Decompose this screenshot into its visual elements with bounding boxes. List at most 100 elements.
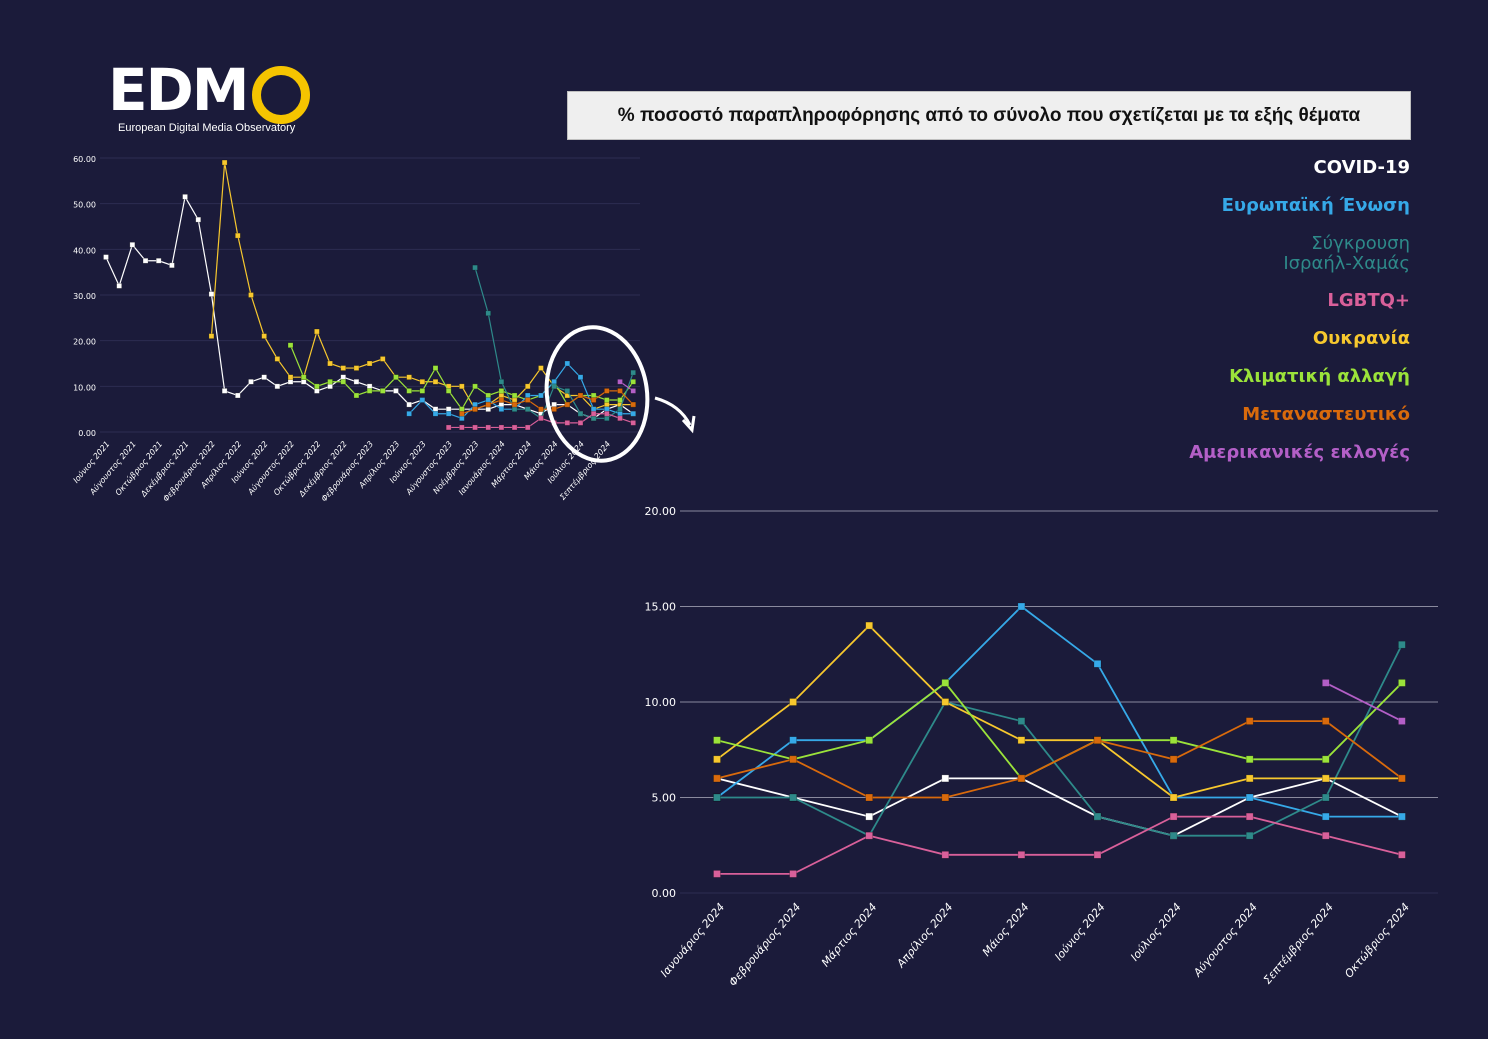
data-point [419,378,426,385]
data-point [511,401,518,408]
x-tick-label: Αύγουστος 2023 [404,440,454,498]
data-point [1322,793,1330,802]
legend-item: Μεταναστευτικό [1242,404,1410,425]
data-point [1169,793,1178,802]
x-tick-label: Νοέμβριος 2023 [431,439,481,496]
data-point [498,378,505,385]
data-point [366,383,373,390]
data-point [538,415,544,422]
data-point [459,410,465,417]
data-point [353,365,360,371]
data-point [221,388,228,394]
data-point [590,392,597,399]
data-point [142,257,149,264]
data-point [208,333,215,339]
data-point [314,388,320,394]
data-point [340,374,347,380]
series-line [716,624,1402,799]
data-point [551,420,557,426]
data-point [630,378,637,385]
detail-chart: 0.00 5.00 10.00 15.00 20.00 Ιανουάριος 2024 Φε… [645,505,1438,989]
y-tick-label: 40.00 [73,246,96,255]
data-point [485,397,492,403]
data-point [419,388,426,394]
data-point [941,774,950,783]
data-point [789,755,797,764]
data-point [524,406,531,412]
data-point [261,333,267,339]
data-point [103,254,109,260]
data-point [1017,717,1026,725]
data-point [248,292,254,298]
data-point [1398,679,1406,687]
data-point [524,392,531,399]
series-1 [713,602,1406,821]
data-point [1017,850,1026,859]
data-point [195,216,202,223]
data-point [445,410,452,417]
x-tick-label: Ιούνιος 2024 [1052,901,1108,964]
data-point [551,383,557,390]
chart-title: % ποσοστό παραπληροφόρησης από το σύνολο… [617,104,1361,126]
y-tick-label: 50.00 [73,201,96,210]
data-point [1245,793,1254,802]
y-tick-label: 20.00 [73,338,96,347]
data-point [472,383,478,390]
data-point [1322,831,1330,840]
data-point [538,406,544,412]
x-tick-label: Οκτώβριος 2022 [271,439,322,497]
data-point [617,410,623,417]
data-point [432,365,439,371]
data-point [235,232,241,239]
data-point [445,388,452,394]
series-line [210,162,634,410]
series-line [716,605,1402,818]
data-point [590,397,597,403]
data-point [941,850,950,859]
data-point [511,397,518,403]
series-1 [208,159,637,412]
y-tick-label: 30.00 [73,292,96,301]
legend: COVID-19 Ευρωπαϊκή Ένωση Σύγκρουση Ισραήλ-Χ… [1150,158,1410,481]
y-tick-label: 20.00 [645,505,677,518]
data-point [353,392,360,399]
data-point [865,831,874,840]
data-point [590,406,597,412]
x-tick-label: Αύγουστος 2022 [246,440,296,498]
x-tick-label: Οκτώβριος 2021 [113,439,164,497]
data-point [274,356,281,362]
data-point [419,397,426,403]
data-point [406,374,412,380]
data-point [485,310,492,317]
series-3 [713,812,1406,878]
x-tick-label: Σεπτέμβριος 2024 [1261,901,1336,987]
series-7 [1322,679,1406,725]
data-point [327,360,333,367]
x-tick-label: Αύγουστος 2024 [1190,901,1260,980]
data-point [498,401,505,408]
data-point [564,388,571,394]
x-tick-label: Ιούλιος 2024 [1128,901,1184,964]
data-point [340,378,347,385]
chart-title-box: % ποσοστό παραπληροφόρησης από το σύνολο… [567,91,1411,140]
x-tick-label: Αύγουστος 2021 [87,440,137,498]
legend-item: Ευρωπαϊκή Ένωση [1221,195,1410,216]
data-point [789,793,797,802]
series-line [716,777,1403,837]
data-point [235,392,241,399]
x-tick-label: Οκτώβριος 2024 [1342,901,1412,981]
series-line [716,681,1403,780]
data-point [485,424,492,431]
data-point [472,406,478,412]
data-point [445,406,452,412]
data-point [564,420,571,426]
data-point [865,621,874,630]
data-point [472,264,478,271]
data-point [577,420,584,426]
data-point [511,406,518,412]
data-point [713,736,721,744]
data-point [590,415,597,422]
data-point [353,378,360,385]
y-tick-label: 10.00 [73,383,96,392]
data-point [182,194,188,200]
